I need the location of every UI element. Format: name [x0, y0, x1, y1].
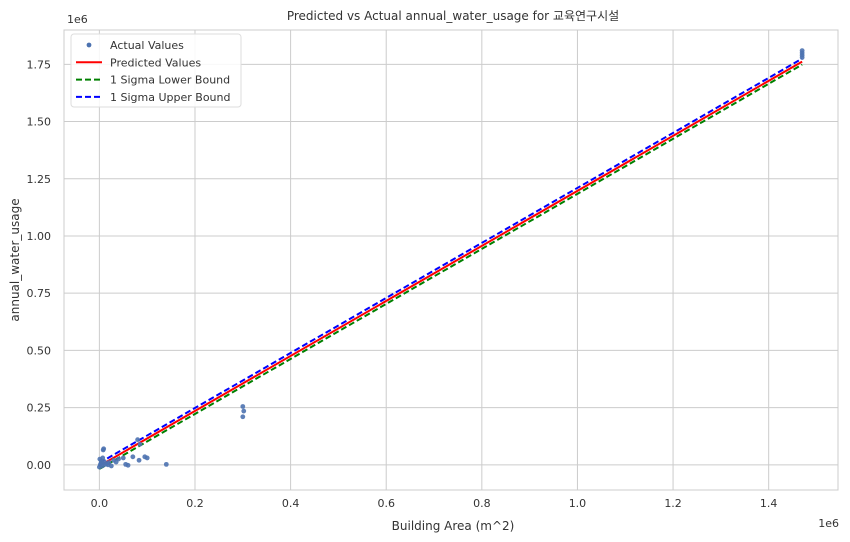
x-tick-label: 1.0 [569, 497, 587, 510]
data-point [137, 441, 143, 447]
x-tick-label: 1.4 [760, 497, 778, 510]
data-point [799, 48, 805, 53]
x-tick-label: 0.8 [473, 497, 491, 510]
legend-label: Predicted Values [110, 56, 201, 69]
data-point [101, 446, 107, 452]
x-tick-label: 0.0 [91, 497, 109, 510]
y-tick-label: 0.00 [27, 459, 52, 472]
y-tick-label: 0.75 [27, 287, 52, 300]
y-tick-label: 1.50 [27, 116, 52, 129]
data-point [116, 456, 121, 462]
y-axis-label: annual_water_usage [8, 198, 22, 321]
y-tick-label: 1.00 [27, 230, 52, 243]
grid [64, 30, 838, 490]
legend-label: 1 Sigma Lower Bound [110, 74, 230, 87]
legend: Actual Values Predicted Values 1 Sigma Low… [70, 33, 242, 108]
x-offset-label: 1e6 [818, 517, 839, 530]
y-tick-label: 1.75 [27, 58, 52, 71]
data-point [144, 455, 150, 461]
data-point [130, 454, 136, 460]
x-tick-label: 0.2 [186, 497, 204, 510]
x-tick-label: 1.2 [664, 497, 682, 510]
series-lines [98, 57, 803, 470]
data-point [125, 462, 131, 468]
chart-title: Predicted vs Actual annual_water_usage f… [287, 9, 619, 23]
y-tick-label: 1.25 [27, 173, 52, 186]
plot-frame [63, 29, 839, 491]
data-point [108, 463, 114, 469]
legend-label: Actual Values [110, 39, 184, 52]
series-line-1-sigma-lower-bound [98, 63, 803, 470]
data-point [135, 437, 141, 443]
x-axis-label: Building Area (m^2) [392, 519, 515, 533]
y-offset-label: 1e6 [67, 13, 88, 26]
x-tick-labels: 0.0 0.2 0.4 0.6 0.8 1.0 1.2 1.4 [91, 497, 778, 510]
y-tick-label: 0.25 [27, 402, 52, 415]
series-line-predicted-values [98, 60, 803, 467]
x-tick-label: 0.6 [377, 497, 395, 510]
data-point [136, 457, 142, 463]
actual-values-points [96, 48, 805, 470]
x-tick-label: 0.4 [282, 497, 300, 510]
data-point [240, 404, 246, 409]
data-point [120, 455, 126, 461]
data-point [163, 461, 169, 467]
legend-label: 1 Sigma Upper Bound [110, 91, 230, 104]
legend-marker [86, 42, 92, 48]
series-line-1-sigma-upper-bound [98, 57, 803, 464]
data-point [240, 414, 246, 420]
y-tick-labels: 0.00 0.25 0.50 0.75 1.00 1.25 1.50 1.75 [27, 58, 52, 471]
y-tick-label: 0.50 [27, 344, 52, 357]
legend-box [70, 33, 242, 108]
data-point [241, 408, 247, 414]
data-point [106, 460, 112, 465]
